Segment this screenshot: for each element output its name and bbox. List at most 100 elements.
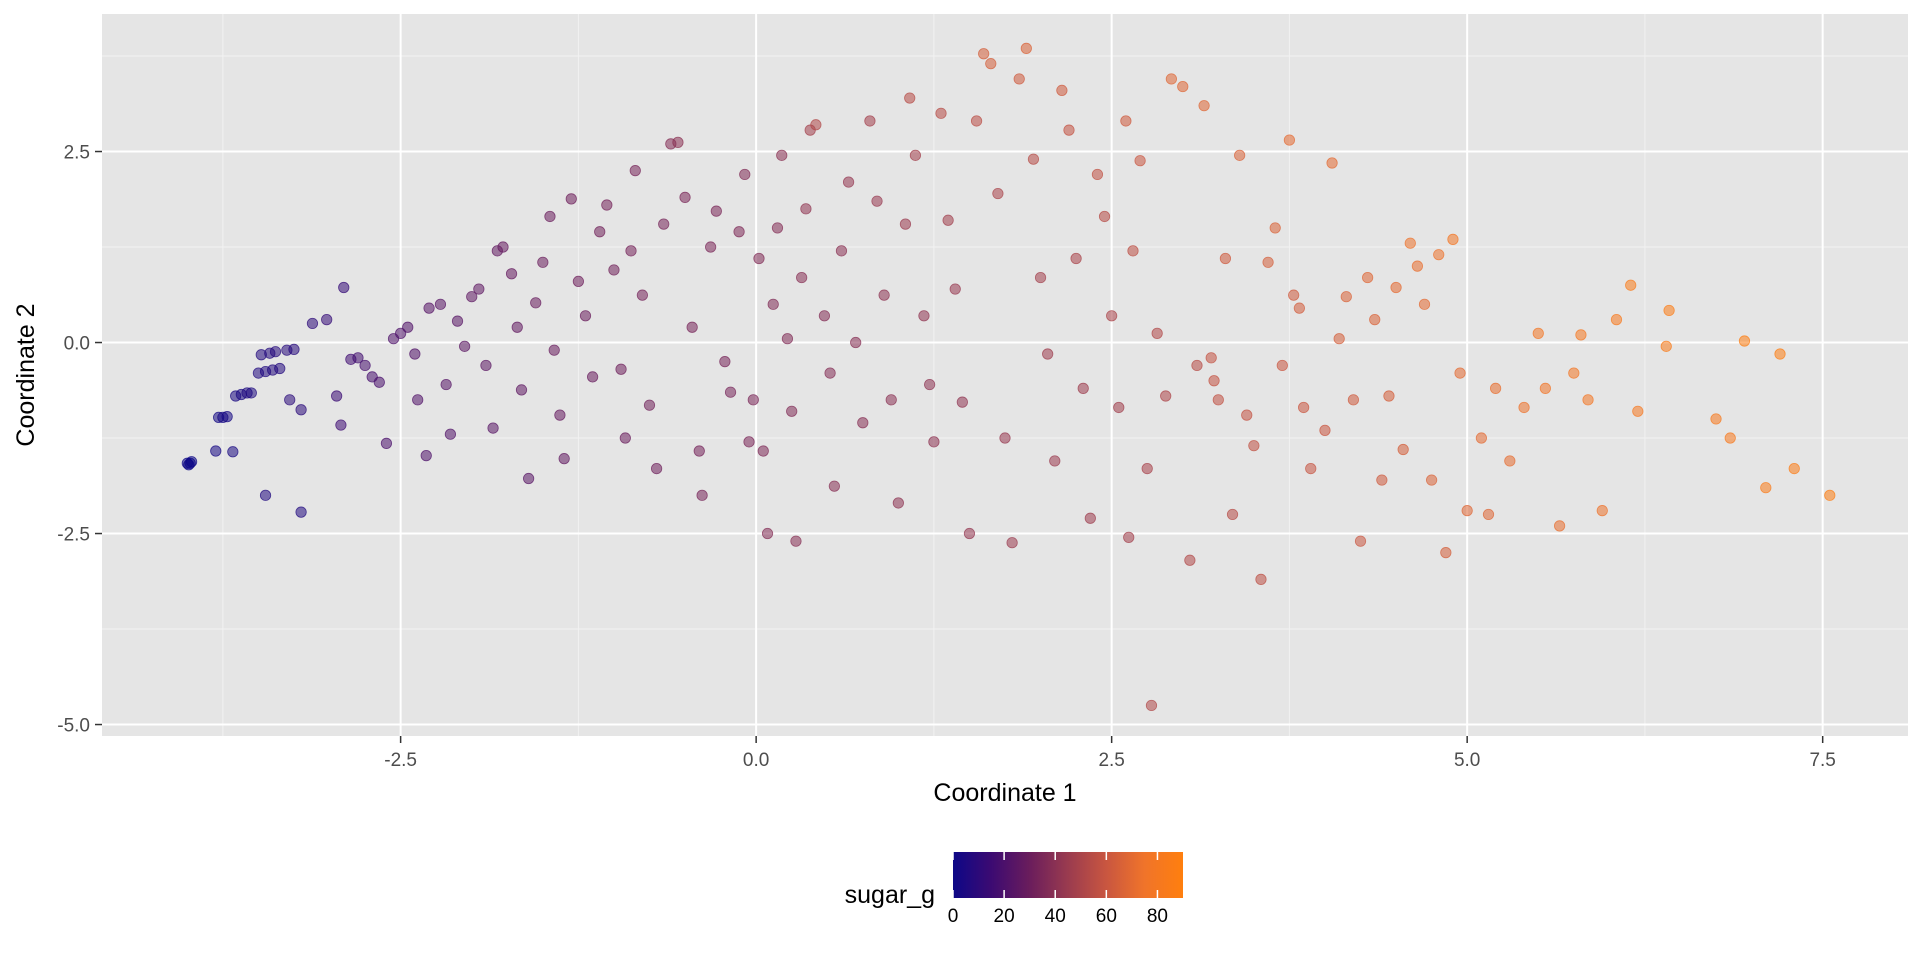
data-point (1532, 327, 1544, 339)
data-point (1226, 508, 1239, 521)
data-point (686, 321, 698, 333)
data-point (636, 289, 648, 301)
data-point (705, 241, 717, 253)
data-point (1042, 348, 1054, 360)
y-tick-label: 2.5 (64, 143, 90, 164)
data-point (619, 432, 631, 444)
data-point (1383, 390, 1395, 402)
data-point (1262, 256, 1274, 268)
data-point (1539, 382, 1551, 394)
x-tick-label: -2.5 (384, 750, 417, 771)
data-point (444, 428, 457, 440)
data-point (587, 371, 599, 383)
data-point (1219, 252, 1232, 265)
data-points (181, 42, 1836, 712)
data-point (459, 340, 471, 352)
data-point (1305, 462, 1317, 475)
data-point (608, 264, 620, 276)
y-tick-label: -2.5 (57, 525, 90, 546)
data-point (1293, 302, 1305, 314)
data-point (658, 218, 670, 230)
data-point (497, 241, 509, 253)
data-point (530, 297, 542, 309)
data-point (1660, 340, 1672, 352)
data-point (1241, 409, 1253, 421)
data-point (696, 489, 708, 501)
data-point (1123, 531, 1135, 543)
data-point (733, 226, 745, 238)
data-point (800, 203, 812, 215)
data-point (395, 327, 407, 339)
data-point (963, 527, 976, 540)
data-point (679, 191, 691, 203)
data-point (572, 275, 584, 288)
data-point (1738, 335, 1751, 347)
data-point (1145, 699, 1158, 712)
data-point (1504, 455, 1516, 467)
data-point (878, 289, 890, 301)
data-point (259, 489, 272, 501)
y-axis: 2.5 0.0 -2.5 -5.0 (57, 143, 102, 737)
data-point (227, 446, 239, 458)
data-point (1165, 73, 1177, 85)
data-point (1354, 535, 1367, 547)
data-point (615, 363, 627, 375)
data-point (515, 384, 528, 396)
data-point (473, 283, 485, 295)
data-point (970, 115, 983, 127)
data-point (480, 359, 492, 372)
data-point (828, 480, 840, 492)
data-point (1760, 482, 1772, 494)
data-point (1625, 279, 1637, 291)
data-point (487, 422, 499, 434)
grid-minor (102, 14, 1908, 736)
plot-panel (102, 14, 1908, 736)
data-point (1006, 537, 1018, 549)
data-point (1208, 375, 1220, 387)
y-axis-title: Coordinate 2 (12, 303, 40, 446)
data-point (918, 310, 930, 322)
data-point (643, 399, 656, 411)
data-point (511, 321, 523, 333)
data-point (1205, 352, 1217, 364)
data-point (1063, 124, 1075, 136)
data-point (1610, 314, 1623, 326)
x-tick-label: 5.0 (1454, 750, 1480, 771)
data-point (1276, 359, 1288, 372)
data-point (899, 218, 912, 230)
data-point (451, 315, 464, 327)
data-point (1333, 333, 1345, 345)
data-point (625, 245, 637, 257)
data-point (824, 367, 836, 379)
x-axis-title: Coordinate 1 (933, 779, 1076, 807)
data-point (724, 386, 737, 398)
data-point (1212, 394, 1224, 406)
data-point (1319, 424, 1331, 436)
data-point (601, 199, 613, 211)
data-point (409, 348, 421, 360)
data-point (710, 205, 722, 217)
data-point (1326, 157, 1338, 169)
data-point (978, 48, 990, 60)
data-point (999, 432, 1011, 444)
data-point (210, 445, 222, 457)
data-point (1369, 314, 1381, 326)
data-point (1774, 348, 1786, 360)
legend-tick-label: 20 (994, 906, 1015, 927)
data-point (904, 92, 916, 104)
data-point (1070, 252, 1082, 265)
data-point (892, 497, 904, 509)
data-point (719, 356, 731, 368)
data-point (1288, 289, 1300, 301)
data-point (949, 283, 961, 295)
legend-title: sugar_g (845, 881, 935, 909)
legend-ticks: 0 20 40 60 80 (948, 852, 1168, 927)
data-point (352, 352, 364, 364)
data-point (761, 527, 774, 540)
data-point (810, 119, 822, 131)
data-point (331, 390, 343, 402)
data-point (776, 149, 788, 161)
data-point (747, 394, 759, 406)
data-point (423, 302, 435, 314)
